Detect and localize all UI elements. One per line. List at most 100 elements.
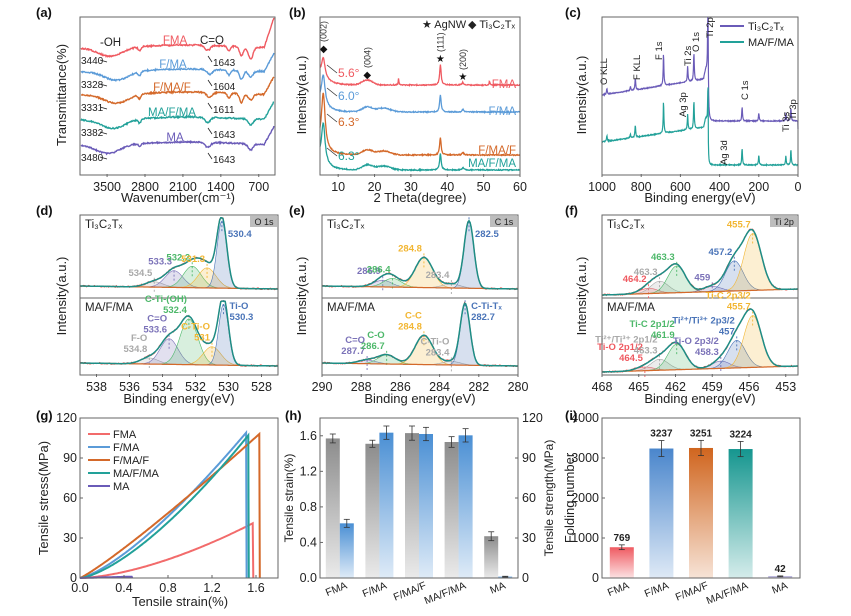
series-label: MA/F/MA <box>148 107 196 119</box>
core-level-badge-label: O 1s <box>254 217 274 227</box>
xps-peak-label: O 1s <box>691 32 702 52</box>
xps-hires-plot-frame <box>601 214 799 376</box>
peak-assignment-label: C-Ti-O <box>181 322 210 333</box>
core-level-badge <box>770 216 797 227</box>
x-tick-label: 534 <box>152 380 173 394</box>
bar-folding <box>649 448 674 578</box>
x-tick-label: 700 <box>248 180 269 194</box>
y-tick-label: 0 <box>70 571 77 585</box>
series-label: FMA <box>163 35 188 47</box>
peak-value-label: 530.4 <box>228 229 252 240</box>
bar-value-label: 42 <box>775 564 787 575</box>
peak-arrow <box>207 127 213 135</box>
peak-index-label: (002) <box>319 21 329 42</box>
stress-strain-curve <box>79 432 250 579</box>
core-level-badge-label: Ti 2p <box>774 217 794 227</box>
legend-label: MA/F/MA <box>113 468 159 480</box>
panel-letter: (d) <box>36 203 53 218</box>
bar-strain <box>405 433 419 578</box>
peak-arrow <box>99 59 108 63</box>
panel-letter: (g) <box>36 408 53 423</box>
peak-assignment-label: C-Ti-(OH) <box>145 294 187 305</box>
xps-survey-plot-frame <box>601 16 799 176</box>
xps-peak-label: Ti 2p <box>705 17 716 38</box>
panel-letter: (c) <box>565 5 581 20</box>
x-tick-label: 536 <box>119 380 140 394</box>
xps-peak-label: F 1s <box>654 41 665 60</box>
fit-component <box>602 233 798 296</box>
stress-strain-curve <box>79 429 248 579</box>
y-axis-title: Transmittance(%) <box>54 44 69 146</box>
xps-peak-label: C 1s <box>740 80 751 100</box>
ftir-curve <box>80 17 275 60</box>
peak-value-label: 464.2 <box>623 274 647 285</box>
peak-value-label: 531 <box>194 333 211 344</box>
x-tick-label: 456 <box>739 380 760 394</box>
x-tick-label: 290 <box>312 380 333 394</box>
y-tick-label: 0 <box>592 571 599 585</box>
ftir-curve <box>80 52 275 82</box>
x-tick-label: 1400 <box>207 180 235 194</box>
stress-strain-plot-frame <box>79 417 279 579</box>
bar-value-label: 769 <box>613 533 630 544</box>
fit-envelope <box>80 300 278 367</box>
fit-envelope <box>602 228 798 296</box>
bar-strength <box>379 432 394 578</box>
panel-letter: (e) <box>289 203 305 218</box>
bar-value-label: 3251 <box>690 428 713 439</box>
legend-label: MA <box>113 481 130 493</box>
x-tick-label: 284 <box>429 380 450 394</box>
x-tick-label: 288 <box>351 380 372 394</box>
peak-value-label: 457.2 <box>709 247 733 258</box>
peak-value-label: 282.7 <box>471 312 495 323</box>
peak-label: 1643 <box>213 130 236 141</box>
y-tick-label: 1.6 <box>300 429 317 443</box>
chart-b-xrd: FMA 5.6° F/MA 6.0° F/MA/F 6.3° MA/F/MA 6.3° ◆ (00… <box>294 19 527 205</box>
annotation-oh: -OH <box>100 37 121 49</box>
xps-peak-label: Ti 3p <box>788 99 799 120</box>
panel-letter: (i) <box>565 408 577 423</box>
sample-label: MA/F/MA <box>85 302 133 314</box>
x-axis-title: Binding energy(eV) <box>644 190 755 205</box>
peak-value-label: 463.3 <box>651 252 675 263</box>
y-axis-title: Folding number <box>562 452 577 543</box>
x-tick-label: 1.6 <box>247 581 264 595</box>
category-label: FMA <box>324 580 349 599</box>
y-tick-label-right: 90 <box>522 451 536 465</box>
bar-folding <box>609 547 634 578</box>
bar-strength <box>458 435 473 578</box>
y-tick-label: 0.4 <box>300 535 317 549</box>
category-label: MA <box>770 580 789 597</box>
y-tick-label: 0.0 <box>300 571 317 585</box>
x-tick-label: 0.8 <box>159 581 176 595</box>
x-tick-label: 10 <box>331 180 345 194</box>
peak-label: 1643 <box>213 155 236 166</box>
x-tick-label: 530 <box>218 380 239 394</box>
peak-value-label: 457 <box>719 326 735 337</box>
xps-hires-plot-frame <box>79 214 279 376</box>
stress-strain-curve <box>80 521 255 579</box>
series-label: F/MA <box>159 59 187 71</box>
bar-strength <box>339 523 354 578</box>
x-tick-label: 60 <box>513 180 527 194</box>
y-tick-label: 0.8 <box>300 500 317 514</box>
peak-arrow <box>99 106 108 110</box>
peak-value-label: 282.5 <box>475 229 499 240</box>
x-tick-label: 800 <box>631 180 652 194</box>
x-tick-label: 462 <box>665 380 686 394</box>
angle-label: 5.6° <box>338 66 360 80</box>
xrd-curve <box>319 122 521 172</box>
peak-label: 3382 <box>81 128 104 139</box>
peak-assignment-label: Ti-C 2p1/2 <box>629 319 674 330</box>
x-axis-title: 2 Theta(degree) <box>374 190 467 205</box>
y-tick-label-right: 120 <box>522 411 543 425</box>
bar-strain <box>444 442 459 578</box>
y-axis-title: Intensity(a.u.) <box>574 257 589 336</box>
peak-assignment-label: C=O <box>147 314 167 325</box>
peak-value-label: 458.3 <box>695 347 719 358</box>
x-axis-title: Binding energy(eV) <box>123 391 234 406</box>
bar-folding <box>728 449 753 578</box>
peak-arrow <box>99 83 108 87</box>
